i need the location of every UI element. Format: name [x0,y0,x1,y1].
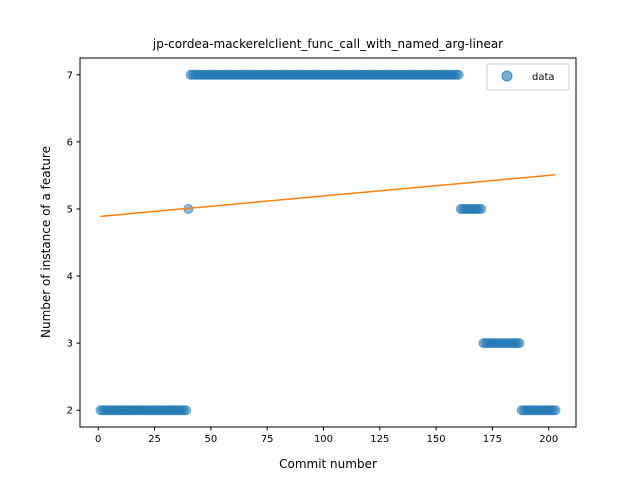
y-tick-label: 5 [67,204,73,215]
y-axis: 2 3 4 5 6 7 [67,70,80,417]
legend-label: data [532,72,555,83]
x-axis-label: Commit number [279,457,377,471]
x-tick-label: 150 [427,434,446,445]
x-tick-label: 200 [539,434,558,445]
legend: data [486,63,570,91]
y-tick-label: 2 [67,406,73,417]
data-point [514,338,525,349]
plot-frame [79,57,577,428]
x-axis: 0 25 50 75 100 125 150 175 200 [95,427,558,445]
data-point [453,69,464,80]
x-tick-label: 75 [261,434,274,445]
x-tick-label: 25 [148,434,161,445]
y-tick-label: 7 [67,70,73,81]
data-point [550,405,561,416]
x-tick-label: 50 [205,434,218,445]
y-axis-label: Number of instance of a feature [39,146,53,338]
x-tick-label: 100 [314,434,333,445]
data-point [181,405,192,416]
x-tick-label: 125 [370,434,389,445]
legend-box [486,63,570,91]
legend-marker [501,70,513,82]
chart-title: jp-cordea-mackerelclient_func_call_with_… [152,37,503,51]
x-tick-label: 175 [483,434,502,445]
fit-line [100,173,556,218]
data-layer [95,69,561,416]
x-tick-label: 0 [95,434,101,445]
data-point [476,203,487,214]
y-tick-label: 4 [67,272,73,283]
y-tick-label: 3 [67,339,73,350]
y-tick-label: 6 [67,137,73,148]
